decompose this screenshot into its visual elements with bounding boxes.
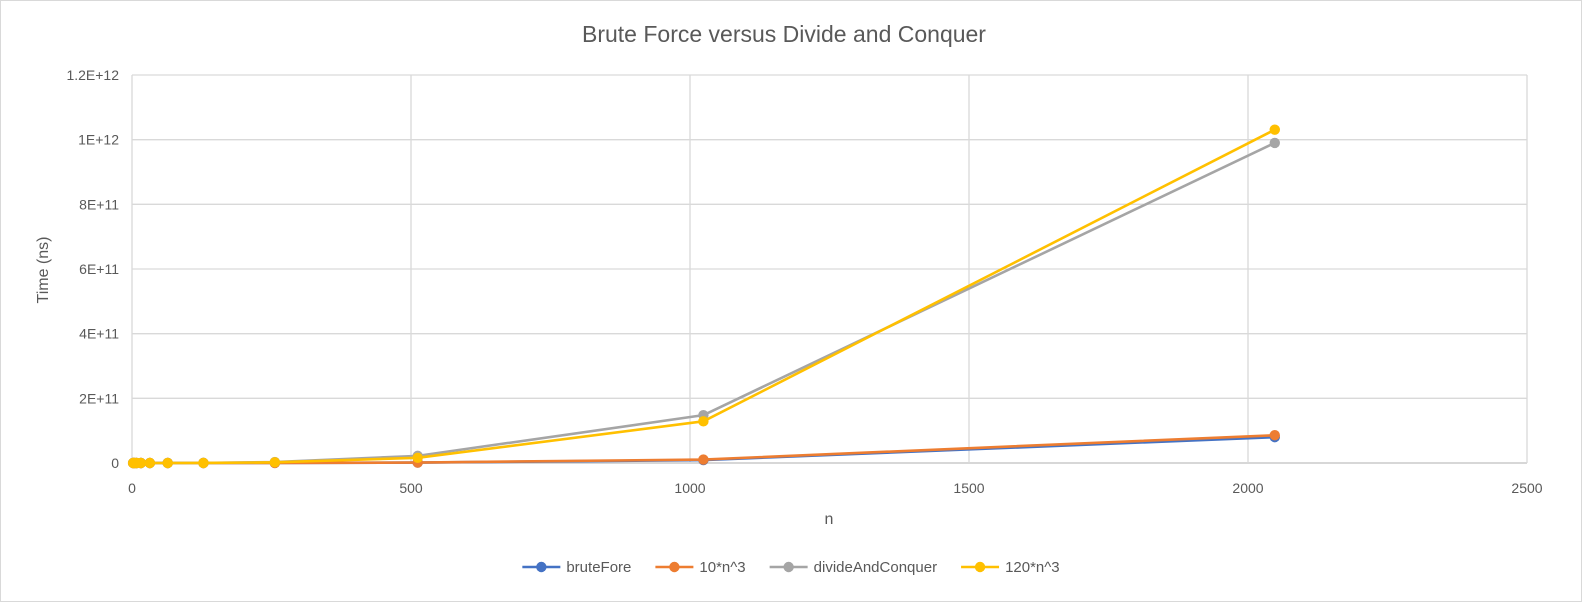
y-tick-label: 8E+11 [79, 196, 119, 212]
legend-label: 10*n^3 [699, 559, 745, 576]
y-axis-ticks: 0 2E+11 4E+11 6E+11 8E+11 1E+12 1.2E+12 [66, 67, 119, 471]
legend: bruteFore 10*n^3 divideAndConquer 120*n^3 [522, 559, 1060, 576]
x-axis-ticks: 0 500 1000 1500 2000 2500 [128, 480, 1543, 496]
chart-title: Brute Force versus Divide and Conquer [582, 21, 986, 47]
data-point [162, 457, 173, 469]
x-axis-title: n [825, 511, 834, 528]
legend-swatch-marker [783, 561, 794, 573]
data-point [135, 457, 147, 469]
y-tick-label: 6E+11 [79, 261, 119, 277]
x-tick-label: 2500 [1511, 480, 1542, 496]
y-tick-label: 2E+11 [79, 390, 119, 406]
x-tick-label: 1500 [953, 480, 984, 496]
legend-item: 120*n^3 [961, 559, 1060, 576]
data-point [1269, 124, 1280, 135]
x-tick-label: 2000 [1232, 480, 1263, 496]
gridlines [131, 74, 1528, 464]
y-tick-label: 1.2E+12 [66, 67, 119, 83]
y-axis-title: Time (ns) [35, 237, 52, 304]
series-120*n^3 [127, 124, 1280, 469]
data-point [144, 457, 156, 469]
y-tick-label: 0 [111, 455, 119, 471]
data-point [269, 457, 281, 468]
legend-item: 10*n^3 [655, 559, 746, 576]
series-lines [127, 124, 1280, 469]
x-tick-label: 500 [399, 480, 423, 496]
y-tick-label: 1E+12 [78, 132, 119, 148]
data-point [698, 416, 709, 427]
data-point [698, 454, 709, 465]
legend-label: bruteFore [566, 559, 631, 576]
legend-label: 120*n^3 [1005, 559, 1060, 576]
legend-label: divideAndConquer [814, 559, 937, 576]
legend-item: divideAndConquer [769, 559, 937, 576]
legend-swatch-marker [974, 561, 986, 573]
data-point [1269, 430, 1280, 441]
data-point [412, 452, 423, 463]
x-tick-label: 1000 [674, 480, 705, 496]
x-tick-label: 0 [128, 480, 136, 496]
legend-swatch-marker [669, 561, 680, 573]
y-tick-label: 4E+11 [79, 326, 119, 342]
data-point [1269, 137, 1280, 149]
legend-swatch-marker [536, 561, 547, 573]
data-point [198, 457, 209, 469]
legend-item: bruteFore [522, 559, 631, 576]
